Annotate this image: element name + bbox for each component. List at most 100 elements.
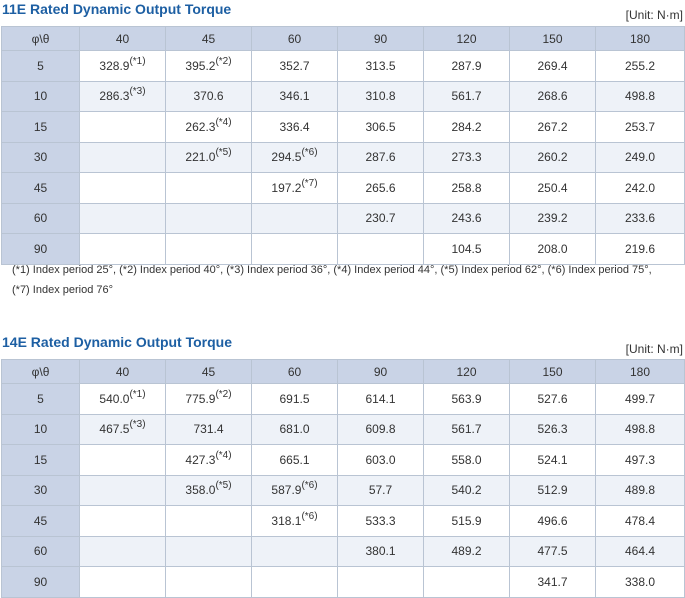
table-cell: 269.4 bbox=[509, 50, 596, 82]
table-cell bbox=[79, 444, 166, 476]
table-cell: 255.2 bbox=[595, 50, 685, 82]
table-cell: 197.2(*7) bbox=[251, 172, 338, 204]
column-header: 180 bbox=[595, 359, 685, 384]
table-cell bbox=[165, 202, 252, 234]
cell-value: 260.2 bbox=[537, 150, 568, 165]
table-cell: 609.8 bbox=[337, 413, 424, 445]
corner-header: φ\θ bbox=[1, 26, 80, 51]
table-cell: 358.0(*5) bbox=[165, 474, 252, 506]
column-header: 45 bbox=[165, 359, 252, 384]
cell-value: 268.6 bbox=[537, 89, 568, 104]
row-header: 15 bbox=[1, 444, 80, 476]
column-header: 120 bbox=[423, 26, 510, 51]
table-cell: 395.2(*2) bbox=[165, 50, 252, 82]
table-cell bbox=[251, 535, 338, 567]
cell-value: 265.6 bbox=[365, 180, 396, 195]
row-header: 5 bbox=[1, 383, 80, 415]
cell-value: 370.6 bbox=[193, 89, 224, 104]
cell-value: 691.5 bbox=[279, 391, 310, 406]
cell-value: 230.7 bbox=[365, 211, 396, 226]
cell-value: 286.3 bbox=[99, 89, 130, 104]
row-header: 45 bbox=[1, 505, 80, 537]
table-cell: 352.7 bbox=[251, 50, 338, 82]
cell-value: 287.9 bbox=[451, 58, 482, 73]
cell-value: 489.2 bbox=[451, 544, 482, 559]
table-cell: 346.1 bbox=[251, 80, 338, 112]
row-header: 45 bbox=[1, 172, 80, 204]
table-cell: 104.5 bbox=[423, 233, 510, 265]
table-cell: 498.8 bbox=[595, 413, 685, 445]
table-cell: 233.6 bbox=[595, 202, 685, 234]
table-row: 90 104.5 208.0 219.6 bbox=[1, 233, 685, 265]
table-cell bbox=[79, 141, 166, 173]
cell-value: 346.1 bbox=[279, 89, 310, 104]
footnote-marker: (*1) bbox=[129, 55, 146, 67]
cell-value: 310.8 bbox=[365, 89, 396, 104]
table-cell: 338.0 bbox=[595, 566, 685, 598]
table-cell: 230.7 bbox=[337, 202, 424, 234]
column-header: 150 bbox=[509, 359, 596, 384]
footnote-marker: (*4) bbox=[215, 449, 232, 461]
table-cell bbox=[337, 566, 424, 598]
row-header: 90 bbox=[1, 566, 80, 598]
cell-value: 336.4 bbox=[279, 119, 310, 134]
column-header: 40 bbox=[79, 359, 166, 384]
table-cell: 336.4 bbox=[251, 111, 338, 143]
table-cell: 268.6 bbox=[509, 80, 596, 112]
section-title: 14E Rated Dynamic Output Torque bbox=[2, 334, 232, 350]
torque-table: φ\θ 40 45 60 90 120 150 180 5 540.0(*1) 775.9(*2) 6… bbox=[1, 359, 685, 598]
cell-value: 775.9 bbox=[185, 391, 216, 406]
table-cell: 328.9(*1) bbox=[79, 50, 166, 82]
table-cell: 310.8 bbox=[337, 80, 424, 112]
table-cell bbox=[79, 202, 166, 234]
cell-value: 527.6 bbox=[537, 391, 568, 406]
table-cell: 681.0 bbox=[251, 413, 338, 445]
table-cell: 603.0 bbox=[337, 444, 424, 476]
table-cell: 260.2 bbox=[509, 141, 596, 173]
table-row: 45 318.1(*6) 533.3 515.9 496.6 478.4 bbox=[1, 505, 685, 537]
table-cell: 286.3(*3) bbox=[79, 80, 166, 112]
cell-value: 477.5 bbox=[537, 544, 568, 559]
table-cell: 243.6 bbox=[423, 202, 510, 234]
table-cell: 57.7 bbox=[337, 474, 424, 506]
cell-value: 287.6 bbox=[365, 150, 396, 165]
cell-value: 267.2 bbox=[537, 119, 568, 134]
table-cell: 775.9(*2) bbox=[165, 383, 252, 415]
table-cell: 527.6 bbox=[509, 383, 596, 415]
cell-value: 489.8 bbox=[624, 483, 656, 498]
footnote-marker: (*2) bbox=[215, 55, 232, 67]
table-section-11e: 11E Rated Dynamic Output Torque [Unit: N… bbox=[1, 1, 685, 296]
cell-value: 380.1 bbox=[365, 544, 396, 559]
table-cell: 464.4 bbox=[595, 535, 685, 567]
cell-value: 561.7 bbox=[451, 422, 482, 437]
column-header: 180 bbox=[595, 26, 685, 51]
table-cell: 239.2 bbox=[509, 202, 596, 234]
table-row: 30 358.0(*5) 587.9(*6) 57.7 540.2 512.9 489.8 bbox=[1, 474, 685, 506]
header-row: φ\θ 40 45 60 90 120 150 180 bbox=[1, 359, 685, 384]
cell-value: 395.2 bbox=[185, 58, 216, 73]
cell-value: 338.0 bbox=[624, 574, 656, 589]
table-cell: 262.3(*4) bbox=[165, 111, 252, 143]
cell-value: 273.3 bbox=[451, 150, 482, 165]
table-cell: 265.6 bbox=[337, 172, 424, 204]
table-cell: 558.0 bbox=[423, 444, 510, 476]
table-cell: 540.0(*1) bbox=[79, 383, 166, 415]
table-cell: 287.6 bbox=[337, 141, 424, 173]
table-cell: 267.2 bbox=[509, 111, 596, 143]
cell-value: 306.5 bbox=[365, 119, 396, 134]
table-cell: 427.3(*4) bbox=[165, 444, 252, 476]
footnote: (*1) Index period 25°, (*2) Index period… bbox=[12, 264, 652, 296]
table-cell bbox=[251, 202, 338, 234]
row-header: 60 bbox=[1, 202, 80, 234]
cell-value: 328.9 bbox=[99, 58, 130, 73]
cell-value: 341.7 bbox=[537, 574, 568, 589]
table-cell: 499.7 bbox=[595, 383, 685, 415]
table-cell: 524.1 bbox=[509, 444, 596, 476]
table-row: 5 328.9(*1) 395.2(*2) 352.7 313.5 287.9 269.4 2… bbox=[1, 50, 685, 82]
row-header: 10 bbox=[1, 413, 80, 445]
table-row: 10 286.3(*3) 370.6 346.1 310.8 561.7 268.6 498.… bbox=[1, 80, 685, 112]
column-header: 40 bbox=[79, 26, 166, 51]
table-cell bbox=[79, 566, 166, 598]
table-cell: 561.7 bbox=[423, 80, 510, 112]
table-cell: 273.3 bbox=[423, 141, 510, 173]
